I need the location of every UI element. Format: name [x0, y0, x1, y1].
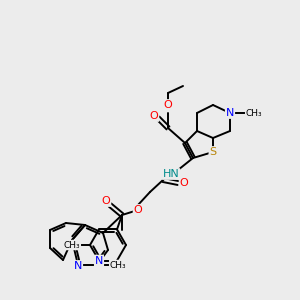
Text: O: O	[164, 100, 172, 110]
Text: CH₃: CH₃	[246, 109, 262, 118]
Text: N: N	[226, 108, 234, 118]
Text: N: N	[95, 256, 103, 266]
Text: CH₃: CH₃	[110, 260, 126, 269]
Text: HN: HN	[163, 169, 179, 179]
Text: O: O	[102, 196, 110, 206]
Text: S: S	[209, 147, 217, 157]
Text: CH₃: CH₃	[64, 241, 80, 250]
Text: O: O	[134, 205, 142, 215]
Text: N: N	[74, 261, 82, 271]
Text: O: O	[150, 111, 158, 121]
Text: O: O	[180, 178, 188, 188]
